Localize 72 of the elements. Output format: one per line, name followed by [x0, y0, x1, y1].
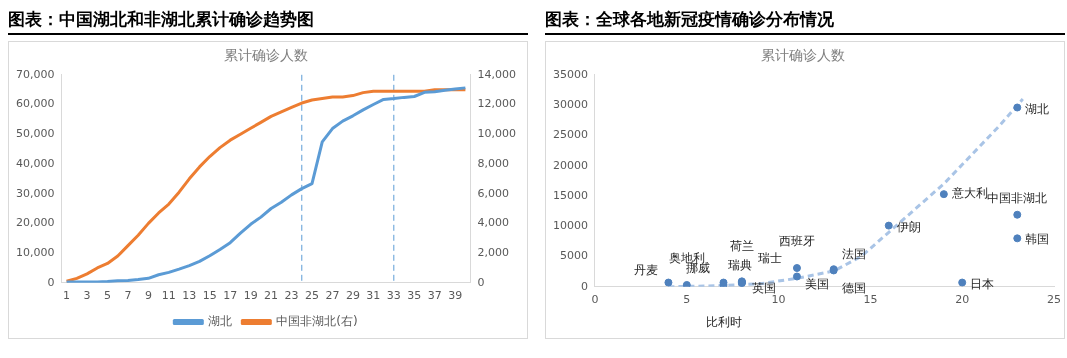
y-tick-label: 70,000: [15, 67, 55, 81]
annotation: 韩国: [1025, 232, 1050, 247]
y-tick-label: 20000: [552, 158, 588, 172]
y2-tick-label: 2,000: [477, 245, 510, 259]
annotation: 德国: [841, 280, 866, 295]
x-tick-label: 5: [104, 289, 111, 303]
x-tick-label: 21: [264, 289, 279, 303]
annotation: 比利时: [705, 315, 742, 330]
x-tick-label: 5: [683, 293, 691, 307]
annotation: 荷兰: [729, 239, 754, 254]
y-tick-label: 10000: [552, 219, 588, 233]
annotation: 中国非湖北: [987, 190, 1048, 205]
annotation: 法国: [841, 247, 866, 262]
x-tick-label: 25: [1047, 293, 1061, 307]
y-tick-label: 30000: [552, 97, 588, 111]
x-tick-label: 10: [771, 293, 786, 307]
x-tick-label: 9: [144, 289, 152, 303]
x-tick-label: 3: [83, 289, 91, 303]
y-tick-label: 20,000: [15, 216, 55, 230]
x-tick-label: 25: [305, 289, 320, 303]
legend-label: 湖北: [208, 314, 233, 329]
x-tick-label: 0: [591, 293, 599, 307]
x-tick-label: 13: [182, 289, 197, 303]
chart-title: 图表：中国湖北和非湖北累计确诊趋势图: [8, 8, 528, 35]
y-tick-label: 0: [47, 275, 55, 289]
y2-tick-label: 0: [477, 275, 485, 289]
annotation: 西班牙: [778, 234, 815, 249]
chart-title: 图表：全球各地新冠疫情确诊分布情况: [545, 8, 1065, 35]
y-tick-label: 40,000: [15, 156, 55, 170]
y2-tick-label: 10,000: [477, 127, 517, 141]
y-tick-label: 5000: [559, 249, 588, 263]
y-tick-label: 25000: [552, 128, 588, 142]
annotation: 丹麦: [634, 262, 659, 277]
x-tick-label: 19: [243, 289, 258, 303]
x-tick-label: 1: [63, 289, 71, 303]
y-tick-label: 60,000: [15, 97, 55, 111]
x-tick-label: 11: [161, 289, 176, 303]
y-tick-label: 35000: [552, 67, 588, 81]
x-tick-label: 15: [202, 289, 217, 303]
x-tick-label: 23: [284, 289, 299, 303]
y2-tick-label: 14,000: [477, 67, 517, 81]
x-tick-label: 37: [427, 289, 442, 303]
x-tick-label: 7: [124, 289, 132, 303]
x-tick-label: 33: [386, 289, 401, 303]
x-tick-label: 17: [223, 289, 238, 303]
y2-tick-label: 6,000: [477, 186, 510, 200]
x-tick-label: 20: [955, 293, 970, 307]
x-tick-label: 31: [366, 289, 381, 303]
annotation: 伊朗: [896, 219, 921, 234]
y2-tick-label: 8,000: [477, 156, 510, 170]
y2-tick-label: 12,000: [477, 97, 517, 111]
y-tick-label: 30,000: [15, 186, 55, 200]
y-tick-label: 10,000: [15, 245, 55, 259]
x-tick-label: 29: [345, 289, 360, 303]
y-tick-label: 50,000: [15, 127, 55, 141]
chart-subtitle: 累计确诊人数: [224, 47, 308, 64]
x-tick-label: 39: [448, 289, 463, 303]
annotation: 瑞士: [757, 250, 782, 265]
annotation: 英国: [751, 281, 776, 296]
x-tick-label: 35: [407, 289, 422, 303]
y2-tick-label: 4,000: [477, 216, 510, 230]
x-tick-label: 15: [863, 293, 878, 307]
annotation: 瑞典: [727, 258, 752, 273]
annotation: 美国: [804, 276, 829, 291]
y-tick-label: 0: [580, 279, 588, 293]
x-tick-label: 27: [325, 289, 340, 303]
legend-label: 中国非湖北(右): [276, 314, 358, 329]
y-tick-label: 15000: [552, 188, 588, 202]
annotation: 日本: [970, 276, 995, 291]
annotation: 意大利: [950, 186, 988, 201]
chart-subtitle: 累计确诊人数: [761, 47, 845, 64]
annotation: 湖北: [1025, 101, 1050, 116]
